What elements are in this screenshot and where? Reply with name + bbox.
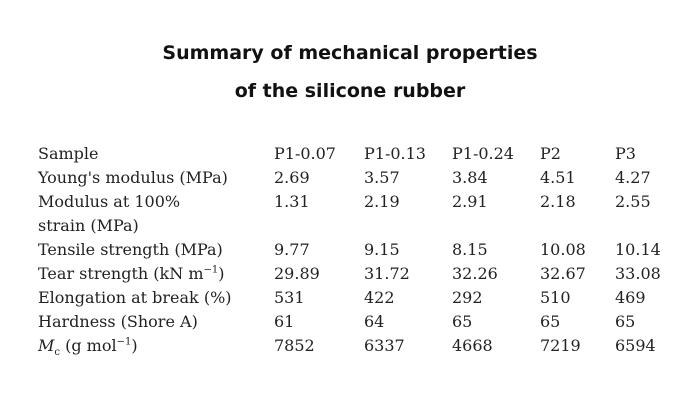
value-cell: 469: [615, 288, 646, 307]
label-text: Tensile strength (MPa): [38, 240, 223, 259]
label-superscript: −1: [203, 264, 219, 276]
value-cell: 64: [364, 312, 385, 331]
row-label: Mc (g mol−1): [38, 334, 138, 358]
value-cell: 10.08: [540, 240, 586, 259]
value-cell: 33.08: [615, 264, 661, 283]
value-cell: 4.27: [615, 168, 651, 187]
value-cell: 9.15: [364, 240, 400, 259]
label-text: Elongation at break (%): [38, 288, 232, 307]
value-cell: 2.91: [452, 192, 488, 211]
value-cell: 510: [540, 288, 571, 307]
row-label: Hardness (Shore A): [38, 310, 198, 334]
row-label: Elongation at break (%): [38, 286, 232, 310]
value-cell: 8.15: [452, 240, 488, 259]
value-cell: 3.84: [452, 168, 488, 187]
value-cell: 7852: [274, 336, 315, 355]
label-subscript: c: [54, 347, 60, 359]
value-cell: 9.77: [274, 240, 310, 259]
value-cell: 2.18: [540, 192, 576, 211]
label-text: ): [218, 264, 225, 283]
value-cell: 1.31: [274, 192, 310, 211]
value-cell: 10.14: [615, 240, 661, 259]
value-cell: 65: [540, 312, 561, 331]
header-cell: P3: [615, 144, 636, 163]
row-label: Young's modulus (MPa): [38, 166, 228, 190]
label-text: (g mol: [60, 336, 117, 355]
header-cell: P1-0.24: [452, 144, 514, 163]
value-cell: 65: [452, 312, 473, 331]
label-superscript: −1: [116, 336, 132, 348]
label-text: Young's modulus (MPa): [38, 168, 228, 187]
label-italic: M: [38, 336, 55, 355]
value-cell: 32.67: [540, 264, 586, 283]
header-cell: P2: [540, 144, 561, 163]
value-cell: 7219: [540, 336, 581, 355]
value-cell: 531: [274, 288, 305, 307]
value-cell: 4668: [452, 336, 493, 355]
value-cell: 422: [364, 288, 395, 307]
value-cell: 292: [452, 288, 483, 307]
value-cell: 4.51: [540, 168, 576, 187]
row-label: Tear strength (kN m−1): [38, 262, 225, 286]
value-cell: 31.72: [364, 264, 410, 283]
value-cell: 3.57: [364, 168, 400, 187]
value-cell: 6337: [364, 336, 405, 355]
value-cell: 32.26: [452, 264, 498, 283]
row-label: Tensile strength (MPa): [38, 238, 223, 262]
value-cell: 2.19: [364, 192, 400, 211]
value-cell: 61: [274, 312, 295, 331]
value-cell: 2.69: [274, 168, 310, 187]
label-text: Modulus at 100%: [38, 192, 181, 211]
value-cell: 65: [615, 312, 636, 331]
header-cell: P1-0.13: [364, 144, 426, 163]
title-line: of the silicone rubber: [234, 80, 466, 102]
title-line: Summary of mechanical properties: [162, 42, 538, 64]
value-cell: 2.55: [615, 192, 651, 211]
header-cell: P1-0.07: [274, 144, 336, 163]
label-text: Hardness (Shore A): [38, 312, 198, 331]
header-cell: Sample: [38, 144, 99, 163]
label-text: Tear strength (kN m: [38, 264, 204, 283]
value-cell: 6594: [615, 336, 656, 355]
value-cell: 29.89: [274, 264, 320, 283]
row-label: Modulus at 100% strain (MPa): [38, 190, 180, 238]
label-text: ): [131, 336, 138, 355]
label-text: strain (MPa): [38, 216, 139, 235]
